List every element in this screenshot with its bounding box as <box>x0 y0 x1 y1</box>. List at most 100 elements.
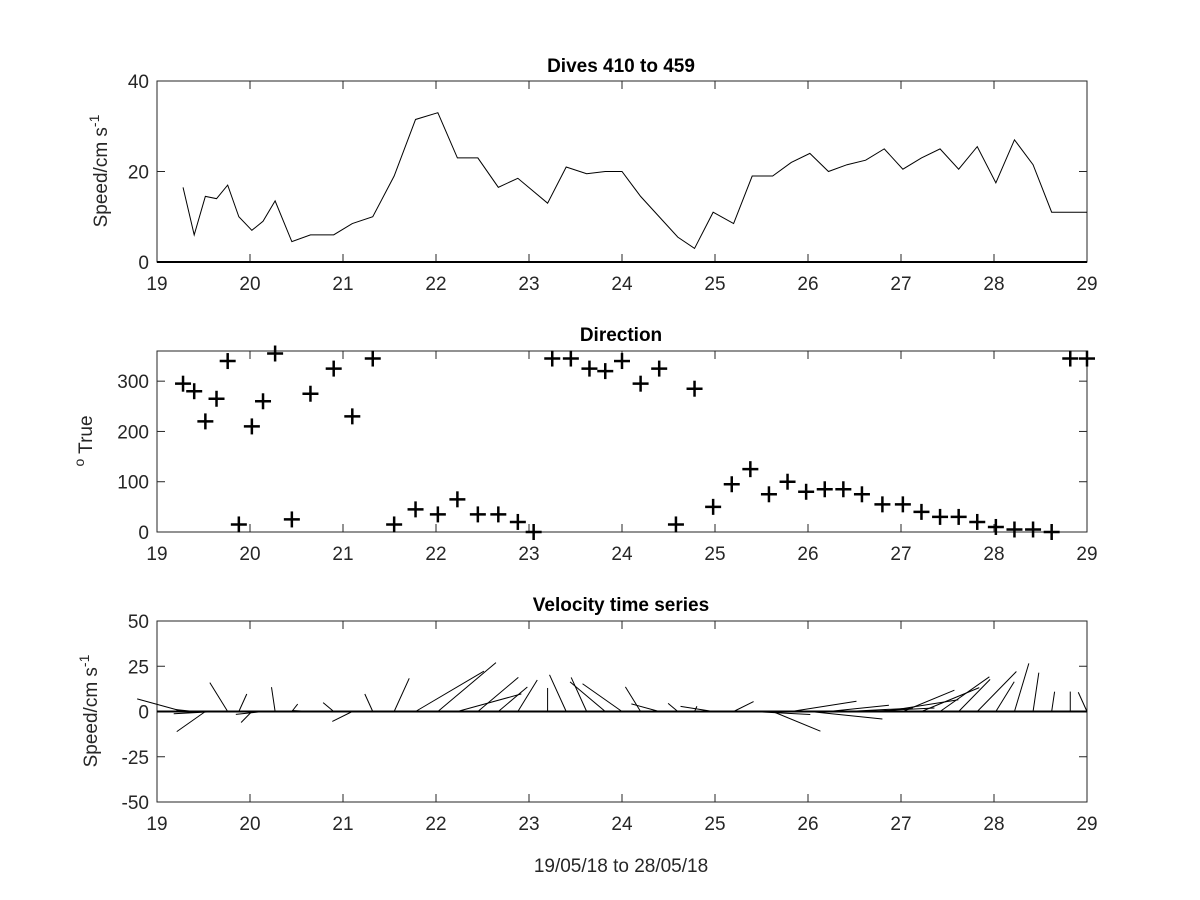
direction-point <box>302 385 319 402</box>
direction-point <box>987 518 1004 535</box>
direction-point <box>1079 350 1095 367</box>
direction-point <box>525 524 542 540</box>
direction-point <box>429 506 446 523</box>
x-tick-label: 29 <box>1076 814 1097 835</box>
y-tick-label: 0 <box>138 523 149 544</box>
direction-point <box>723 476 740 493</box>
x-tick-label: 22 <box>425 274 446 295</box>
velocity-stick <box>209 682 229 712</box>
velocity-stick <box>235 711 264 715</box>
velocity-y-label-base: Speed/cm s <box>81 667 102 767</box>
x-tick-label: 20 <box>239 544 260 565</box>
velocity-stick <box>1032 672 1040 712</box>
velocity-stick <box>791 700 857 712</box>
x-tick-label: 24 <box>611 814 633 835</box>
y-tick-label: -50 <box>122 793 149 814</box>
velocity-stick <box>902 689 955 712</box>
direction-point <box>1062 350 1079 367</box>
x-tick-label: 23 <box>518 814 539 835</box>
direction-point <box>969 513 986 530</box>
direction-points <box>175 345 1095 540</box>
velocity-stick <box>939 676 990 712</box>
x-tick-label: 26 <box>797 814 818 835</box>
y-tick-label: 200 <box>117 422 149 443</box>
direction-point <box>230 516 247 533</box>
speed-ticks: 19 20 21 22 23 24 25 26 27 28 29 0 20 40 <box>128 72 1098 295</box>
velocity-stick <box>393 678 410 712</box>
x-tick-label: 28 <box>983 814 1004 835</box>
velocity-stick <box>322 702 335 712</box>
y-tick-label: 25 <box>128 657 149 678</box>
velocity-stick <box>570 677 588 712</box>
speed-line <box>182 112 1087 250</box>
velocity-sticks <box>137 662 1088 733</box>
velocity-stick <box>733 701 754 712</box>
velocity-stick <box>884 699 959 712</box>
direction-point <box>562 350 579 367</box>
x-tick-label: 27 <box>890 814 911 835</box>
direction-point <box>255 393 272 410</box>
direction-point <box>950 508 967 525</box>
x-tick-label: 25 <box>704 274 725 295</box>
velocity-stick <box>995 681 1015 712</box>
direction-y-label: o True <box>71 415 97 466</box>
x-tick-label: 28 <box>983 544 1004 565</box>
direction-y-label-base: True <box>76 415 97 458</box>
velocity-panel: Velocity time series 19 20 21 22 23 24 25 26 27 2… <box>76 595 1098 877</box>
y-tick-label: 40 <box>128 72 149 93</box>
x-tick-label: 28 <box>983 274 1004 295</box>
velocity-stick <box>1077 692 1088 712</box>
x-tick-label: 21 <box>332 544 353 565</box>
velocity-stick <box>865 707 935 712</box>
direction-point <box>1006 521 1023 538</box>
direction-point <box>632 375 649 392</box>
velocity-stick <box>828 704 889 712</box>
direction-point <box>894 496 911 513</box>
velocity-stick <box>271 687 276 712</box>
x-tick-label: 23 <box>518 544 539 565</box>
velocity-y-label-sup: -1 <box>76 654 92 667</box>
x-tick-label: 22 <box>425 544 446 565</box>
velocity-stick <box>137 698 184 712</box>
direction-point <box>364 350 381 367</box>
direction-point <box>544 350 561 367</box>
x-tick-label: 24 <box>611 544 633 565</box>
x-tick-label: 21 <box>332 814 353 835</box>
x-tick-label: 23 <box>518 274 539 295</box>
velocity-stick <box>238 693 248 712</box>
direction-point <box>175 375 192 392</box>
velocity-x-label: 19/05/18 to 28/05/18 <box>534 856 708 877</box>
x-tick-label: 22 <box>425 814 446 835</box>
direction-point <box>597 363 614 380</box>
speed-panel: Dives 410 to 459 19 20 21 22 23 24 25 26 27 28 29 0… <box>86 56 1098 295</box>
x-tick-label: 24 <box>611 274 633 295</box>
velocity-stick <box>549 674 567 712</box>
direction-point <box>913 503 930 520</box>
speed-y-label: Speed/cm s-1 <box>86 114 112 227</box>
velocity-stick <box>437 662 497 712</box>
direction-point <box>325 360 342 377</box>
velocity-stick <box>809 711 883 720</box>
x-tick-label: 27 <box>890 544 911 565</box>
x-tick-label: 19 <box>146 274 167 295</box>
velocity-stick <box>457 693 522 712</box>
direction-point <box>344 408 361 425</box>
velocity-stick <box>752 711 811 715</box>
direction-point <box>686 380 703 397</box>
y-tick-label: 50 <box>128 612 149 633</box>
velocity-stick <box>364 693 374 712</box>
direction-point <box>219 353 236 370</box>
direction-point <box>798 483 815 500</box>
direction-y-label-sup: o <box>71 459 87 467</box>
direction-point <box>267 345 284 362</box>
direction-point <box>816 481 833 498</box>
x-tick-label: 25 <box>704 814 725 835</box>
velocity-title: Velocity time series <box>533 595 709 616</box>
x-tick-label: 20 <box>239 814 260 835</box>
y-tick-label: -25 <box>122 748 149 769</box>
x-tick-label: 25 <box>704 544 725 565</box>
y-tick-label: 300 <box>117 372 149 393</box>
x-tick-label: 20 <box>239 274 260 295</box>
direction-point <box>449 491 466 508</box>
velocity-stick <box>517 679 538 712</box>
